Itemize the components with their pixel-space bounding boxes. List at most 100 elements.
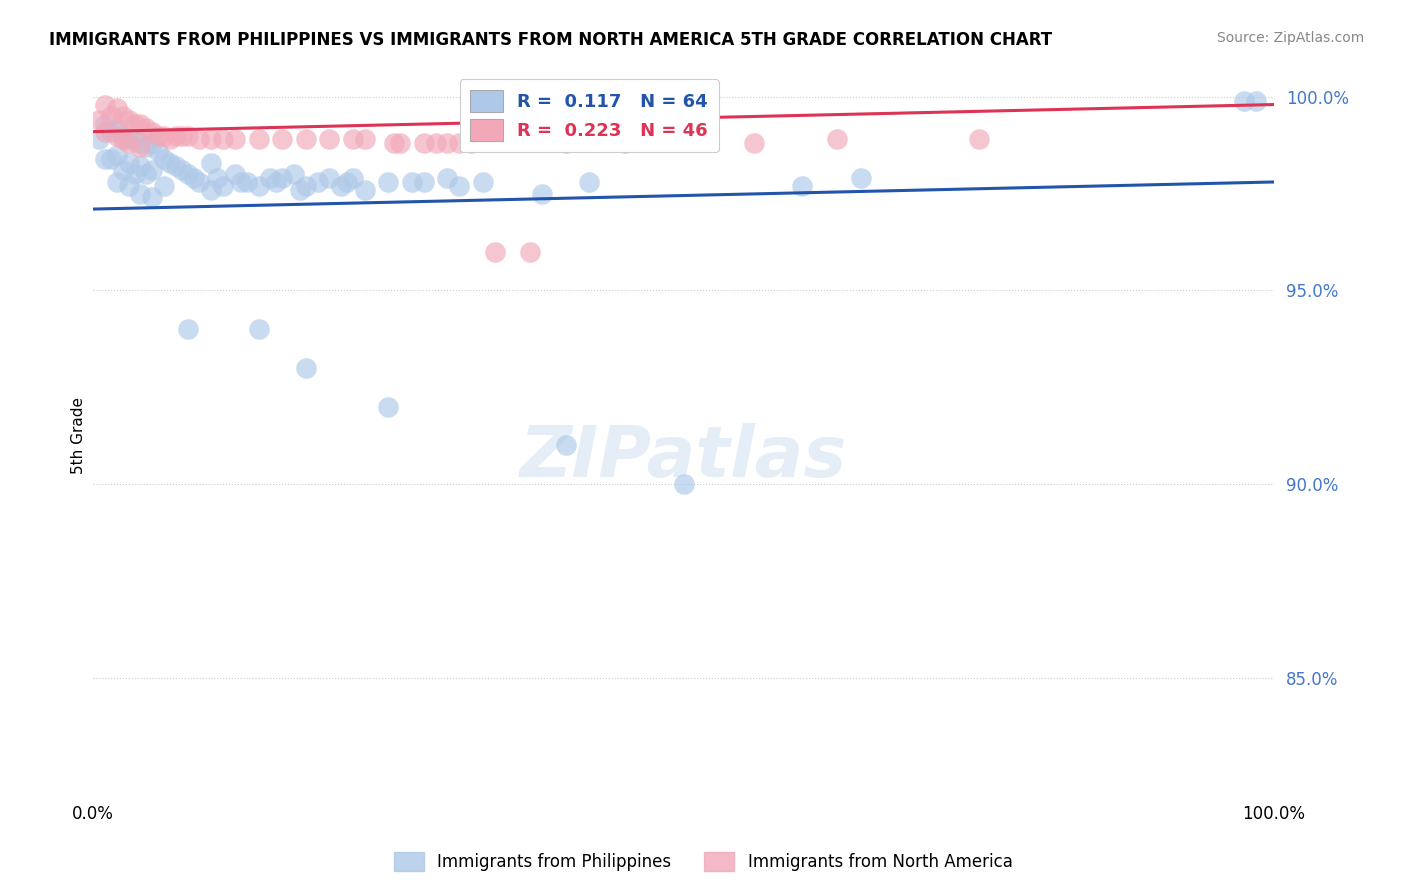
Point [672, 477, 695, 491]
Point [135, 167, 157, 181]
Point [165, 160, 187, 174]
Point [318, 132, 340, 146]
Point [283, 167, 305, 181]
Point [111, 132, 134, 146]
Point [247, 178, 270, 193]
Point [129, 117, 152, 131]
Point [530, 186, 553, 201]
Point [425, 136, 447, 151]
Point [264, 175, 287, 189]
Point [87, 132, 110, 146]
Point [849, 171, 872, 186]
Point [377, 175, 399, 189]
Point [129, 136, 152, 151]
Point [159, 155, 181, 169]
Point [111, 109, 134, 123]
Point [229, 175, 252, 189]
Point [159, 132, 181, 146]
Point [117, 178, 139, 193]
Point [105, 102, 128, 116]
Point [105, 148, 128, 162]
Point [129, 160, 152, 174]
Point [460, 136, 482, 151]
Point [111, 128, 134, 143]
Point [412, 175, 434, 189]
Legend: R =  0.117   N = 64, R =  0.223   N = 46: R = 0.117 N = 64, R = 0.223 N = 46 [460, 79, 718, 153]
Point [117, 155, 139, 169]
Point [744, 136, 766, 151]
Point [124, 132, 146, 146]
Point [117, 136, 139, 151]
Point [176, 128, 198, 143]
Point [235, 175, 257, 189]
Point [135, 140, 157, 154]
Point [224, 132, 246, 146]
Point [294, 360, 316, 375]
Point [141, 136, 163, 151]
Point [165, 128, 187, 143]
Point [100, 109, 122, 123]
Point [105, 175, 128, 189]
Point [825, 132, 848, 146]
Point [117, 113, 139, 128]
Point [672, 132, 695, 146]
Point [200, 183, 222, 197]
Point [330, 178, 353, 193]
Point [294, 178, 316, 193]
Point [141, 125, 163, 139]
Text: Source: ZipAtlas.com: Source: ZipAtlas.com [1216, 31, 1364, 45]
Point [183, 171, 205, 186]
Point [377, 400, 399, 414]
Point [353, 183, 375, 197]
Text: ZIPatlas: ZIPatlas [520, 423, 848, 491]
Point [613, 136, 636, 151]
Point [94, 97, 117, 112]
Point [353, 132, 375, 146]
Point [436, 136, 458, 151]
Point [449, 136, 471, 151]
Text: IMMIGRANTS FROM PHILIPPINES VS IMMIGRANTS FROM NORTH AMERICA 5TH GRADE CORRELATI: IMMIGRANTS FROM PHILIPPINES VS IMMIGRANT… [49, 31, 1052, 49]
Point [247, 132, 270, 146]
Point [554, 136, 576, 151]
Point [205, 171, 228, 186]
Point [124, 117, 146, 131]
Point [259, 171, 281, 186]
Y-axis label: 5th Grade: 5th Grade [72, 397, 86, 474]
Point [105, 120, 128, 135]
Point [100, 125, 122, 139]
Point [484, 244, 506, 259]
Point [146, 144, 169, 158]
Point [307, 175, 329, 189]
Point [176, 167, 198, 181]
Point [288, 183, 311, 197]
Point [124, 167, 146, 181]
Point [188, 132, 211, 146]
Point [212, 178, 235, 193]
Point [146, 128, 169, 143]
Point [200, 155, 222, 169]
Point [105, 128, 128, 143]
Point [790, 178, 813, 193]
Point [129, 140, 152, 154]
Point [271, 171, 294, 186]
Point [224, 167, 246, 181]
Point [294, 132, 316, 146]
Point [129, 186, 152, 201]
Point [578, 175, 600, 189]
Point [188, 175, 211, 189]
Point [94, 152, 117, 166]
Point [401, 175, 423, 189]
Point [94, 125, 117, 139]
Point [247, 322, 270, 336]
Point [342, 171, 364, 186]
Point [117, 132, 139, 146]
Point [1246, 94, 1268, 108]
Point [100, 152, 122, 166]
Point [519, 244, 541, 259]
Point [176, 322, 198, 336]
Point [170, 128, 193, 143]
Point [412, 136, 434, 151]
Point [271, 132, 294, 146]
Point [436, 171, 458, 186]
Legend: Immigrants from Philippines, Immigrants from North America: Immigrants from Philippines, Immigrants … [385, 843, 1021, 880]
